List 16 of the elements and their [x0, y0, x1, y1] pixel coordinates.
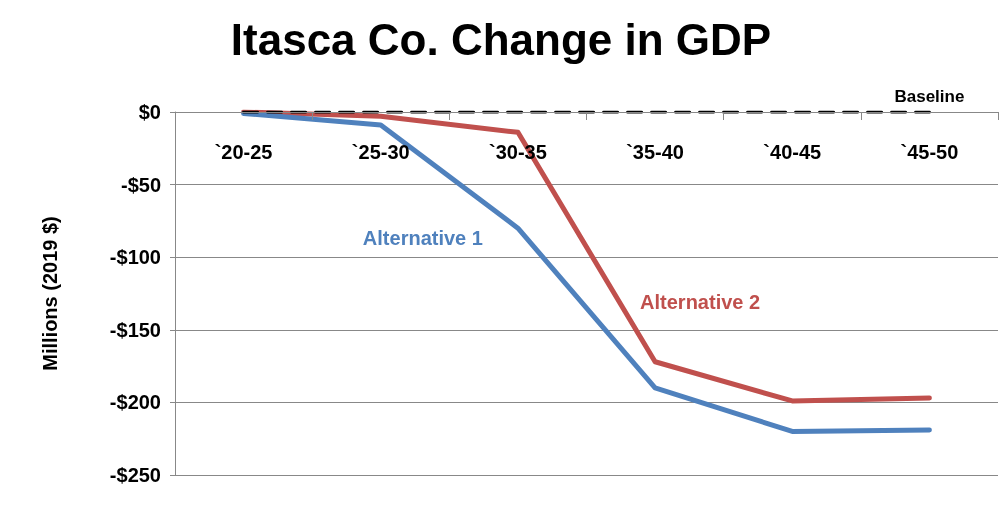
y-tick-label: -$150	[109, 318, 161, 341]
x-tick-label: `45-50	[900, 141, 959, 163]
y-tick-label: -$250	[109, 464, 161, 486]
x-tick-label: `25-30	[351, 141, 410, 163]
series-label: Alternative 1	[362, 227, 483, 250]
x-tick-label: `20-25	[214, 141, 273, 163]
chart-title: Itasca Co. Change in GDP	[230, 14, 772, 64]
y-tick-label: $0	[138, 101, 161, 123]
x-tick-label: `35-40	[626, 141, 684, 163]
y-tick-label: -$200	[109, 391, 161, 414]
y-tick-label: -$50	[120, 173, 161, 196]
y-axis-title: Millions (2019 $)	[39, 216, 61, 371]
x-tick-label: `40-45	[763, 141, 822, 163]
series-label: Baseline	[894, 87, 965, 106]
y-tick-label: -$100	[109, 246, 161, 269]
series-label: Alternative 2	[640, 290, 761, 313]
